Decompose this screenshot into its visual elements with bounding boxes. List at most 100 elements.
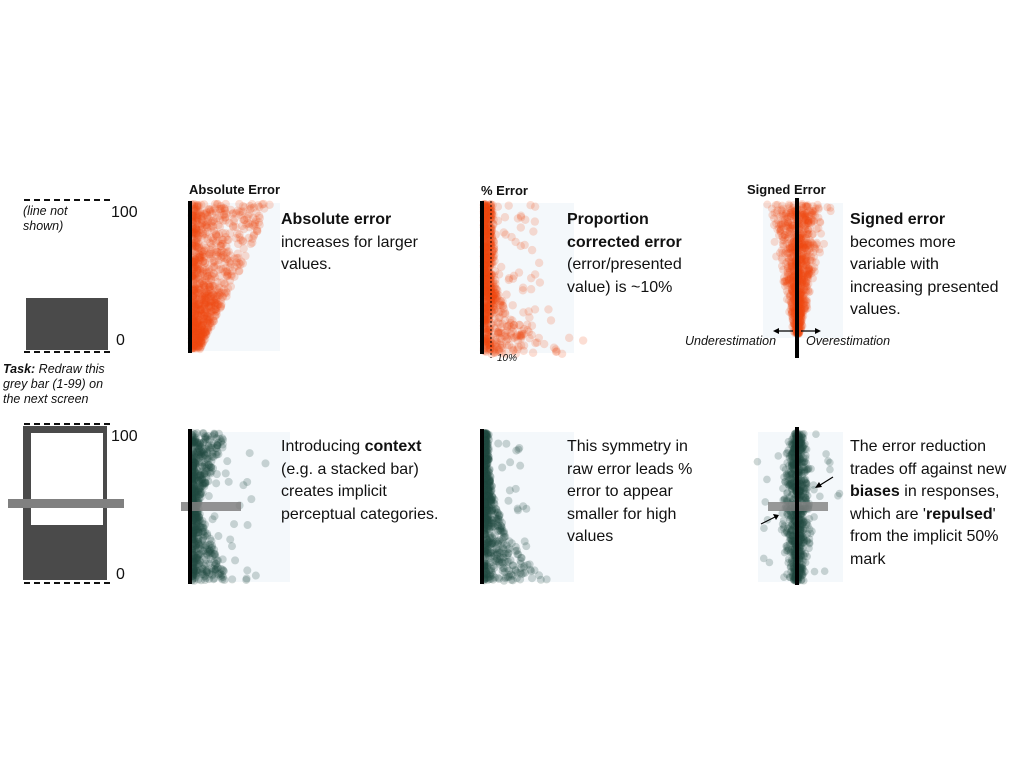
scatter-point bbox=[200, 300, 210, 310]
scatter-point bbox=[786, 273, 795, 282]
scatter-point bbox=[195, 515, 204, 524]
scatter-point bbox=[761, 498, 770, 506]
scatter-point bbox=[783, 212, 792, 221]
scatter-point bbox=[797, 323, 806, 332]
scatter-point bbox=[772, 252, 781, 261]
scatter-point bbox=[195, 268, 205, 278]
scatter-point bbox=[245, 449, 254, 458]
scatter-point bbox=[483, 513, 492, 522]
scatter-point bbox=[802, 301, 811, 310]
scatter-point bbox=[490, 290, 499, 299]
scatter-point bbox=[800, 282, 809, 291]
scatter-point bbox=[811, 245, 820, 254]
scatter-point bbox=[219, 572, 228, 581]
scatter-point bbox=[504, 321, 514, 330]
scatter-point bbox=[781, 478, 789, 486]
scatter-point bbox=[224, 477, 233, 486]
scatter-point bbox=[190, 468, 199, 477]
scatter-point bbox=[203, 455, 212, 464]
scatter-point bbox=[485, 230, 495, 239]
scatter-point bbox=[779, 273, 788, 282]
scatter-point bbox=[209, 439, 218, 448]
scatter-point bbox=[205, 546, 214, 555]
scatter-point bbox=[802, 451, 810, 460]
scatter-point bbox=[803, 273, 812, 282]
scatter-point bbox=[255, 202, 264, 212]
scatter-point bbox=[203, 551, 212, 560]
scatter-point bbox=[780, 231, 789, 240]
scatter-point bbox=[223, 255, 232, 264]
scatter-point bbox=[483, 459, 492, 468]
scatter-point bbox=[784, 480, 792, 488]
scatter-point bbox=[799, 297, 808, 306]
scatter-point bbox=[195, 338, 204, 347]
scatter-point bbox=[483, 516, 492, 525]
scatter-point bbox=[244, 233, 253, 243]
scatter-point bbox=[193, 205, 202, 215]
scatter-point bbox=[200, 470, 209, 479]
scatter-point bbox=[190, 522, 199, 531]
scatter-point bbox=[194, 225, 204, 235]
scatter-point bbox=[201, 296, 210, 305]
scatter-point bbox=[201, 451, 210, 460]
scatter-point bbox=[194, 245, 203, 255]
scatter-point bbox=[481, 336, 491, 346]
scatter-point bbox=[494, 546, 503, 555]
scatter-point bbox=[197, 540, 206, 549]
scatter-point bbox=[486, 499, 495, 508]
scatter-point bbox=[482, 470, 491, 479]
scatter-point bbox=[197, 304, 206, 314]
scatter-point bbox=[201, 299, 211, 308]
scatter-point bbox=[200, 325, 209, 334]
scatter-point bbox=[485, 534, 494, 543]
scatter-point bbox=[190, 438, 199, 447]
scatter-point bbox=[210, 282, 219, 291]
scatter-point bbox=[204, 441, 213, 450]
scatter-point bbox=[502, 341, 512, 350]
scatter-point bbox=[785, 241, 794, 250]
scatter-point bbox=[235, 199, 244, 209]
scatter-point bbox=[489, 305, 499, 314]
scatter-point bbox=[198, 257, 208, 266]
scatter-point bbox=[191, 514, 200, 523]
scatter-point bbox=[198, 267, 208, 276]
scatter-point bbox=[195, 331, 204, 341]
scatter-point bbox=[195, 255, 204, 264]
scatter-point bbox=[786, 237, 795, 246]
scatter-point bbox=[483, 538, 492, 547]
scatter-point bbox=[797, 255, 806, 264]
scatter-point bbox=[191, 443, 200, 452]
scatter-point bbox=[799, 214, 808, 223]
scatter-point bbox=[495, 319, 504, 329]
scatter-point bbox=[212, 291, 222, 301]
scatter-point bbox=[482, 202, 492, 212]
scatter-point bbox=[801, 209, 810, 218]
scatter-point bbox=[504, 201, 513, 210]
scatter-point bbox=[190, 449, 199, 458]
scatter-point bbox=[216, 569, 225, 578]
scatter-point bbox=[193, 447, 202, 456]
scatter-point bbox=[785, 265, 794, 274]
scatter-point bbox=[191, 573, 200, 582]
scatter-point bbox=[238, 236, 248, 245]
scatter-point bbox=[204, 460, 213, 469]
scatter-point bbox=[192, 341, 201, 350]
scatter-point bbox=[210, 311, 219, 321]
scatter-point bbox=[788, 460, 796, 469]
context-signed-error-plot bbox=[753, 427, 844, 585]
scatter-point bbox=[220, 257, 230, 267]
scatter-point bbox=[797, 269, 806, 278]
scatter-point bbox=[776, 227, 785, 236]
scatter-point bbox=[191, 272, 200, 281]
scatter-point bbox=[195, 454, 204, 463]
scatter-point bbox=[190, 465, 199, 474]
scatter-point bbox=[197, 200, 206, 210]
underestimation-arrowhead bbox=[773, 328, 779, 334]
scatter-point bbox=[526, 273, 536, 283]
scatter-point bbox=[502, 326, 512, 335]
scatter-point bbox=[484, 249, 494, 258]
scatter-point bbox=[191, 280, 201, 289]
scatter-point bbox=[798, 322, 807, 331]
scatter-point bbox=[192, 309, 201, 318]
scatter-point bbox=[483, 243, 492, 252]
